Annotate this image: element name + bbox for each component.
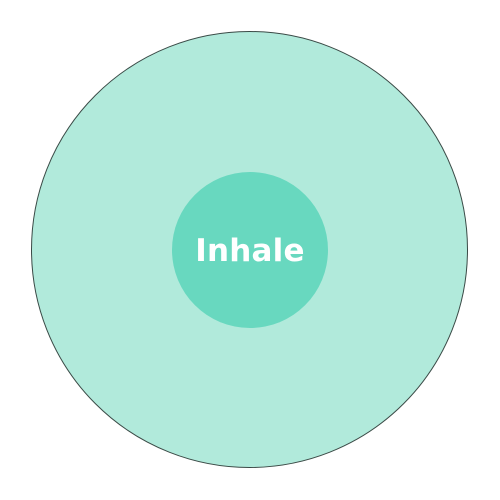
breathing-phase-label: Inhale <box>195 233 305 269</box>
breathing-inner-circle: Inhale <box>172 172 328 328</box>
